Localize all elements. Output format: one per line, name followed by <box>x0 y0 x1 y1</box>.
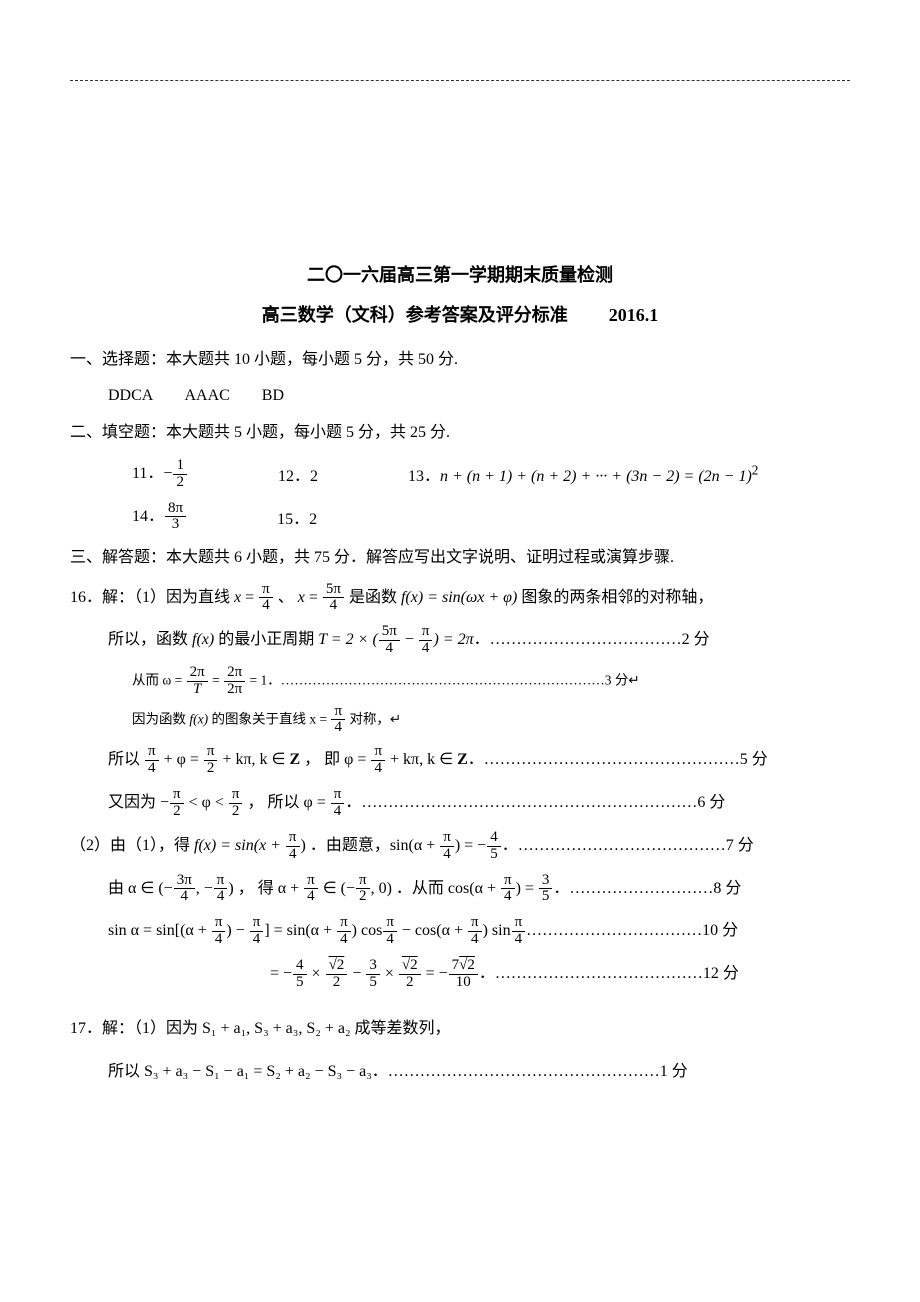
q12: 12．2 <box>278 462 318 486</box>
doc-date: 2016.1 <box>609 305 659 326</box>
q13: 13．n + (n + 1) + (n + 2) + ··· + (3n − 2… <box>408 462 758 486</box>
q11: 11．−12 <box>132 458 188 491</box>
doc-title: 二〇一六届高三第一学期期末质量检测 <box>70 261 850 287</box>
q11-neg: − <box>163 465 172 482</box>
q16-p2-l4: = −45 × √22 − 35 × √22 = −7√210．……………………… <box>70 956 850 993</box>
q16-p2-l2: 由 α ∈ (−3π4, −π4) ， 得 α + π4 ∈ (−π2, 0) … <box>70 871 850 908</box>
q15: 15．2 <box>277 505 317 529</box>
fill-row-2: 14．8π3 15．2 <box>70 501 850 534</box>
subtitle-text: 高三数学（文科）参考答案及评分标准 <box>262 305 568 325</box>
page: 二〇一六届高三第一学期期末质量检测 高三数学（文科）参考答案及评分标准 2016… <box>0 0 920 1302</box>
q14: 14．8π3 <box>132 501 187 534</box>
q11-label: 11． <box>132 465 163 482</box>
fill-row-1: 11．−12 12．2 13．n + (n + 1) + (n + 2) + ·… <box>70 458 850 491</box>
q16-p2-l1: （2）由（1），得 f(x) = sin(x + π4) ．由题意，sin(α … <box>70 828 850 865</box>
q14-frac: 8π3 <box>165 501 186 534</box>
q16-phi2: 又因为 −π2 < φ < π2 ， 所以 φ = π4．……………………………… <box>70 785 850 822</box>
q12-value: 2 <box>310 468 318 485</box>
section3-heading: 三、解答题：本大题共 6 小题，共 75 分．解答应写出文字说明、证明过程或演算… <box>70 543 850 573</box>
section1-answers: DDCA AAAC BD <box>70 381 850 411</box>
q16-period: 所以，函数 f(x) 的最小正周期 T = 2 × (5π4 − π4) = 2… <box>70 622 850 659</box>
q13-label: 13． <box>408 468 440 485</box>
q16-omega: 从而 ω = 2πT = 2π2π = 1．………………………………………………… <box>70 665 850 698</box>
q16-phi1: 所以 π4 + φ = π2 + kπ, k ∈ Z ， 即 φ = π4 + … <box>70 742 850 779</box>
section1-heading: 一、选择题：本大题共 10 小题，每小题 5 分，共 50 分. <box>70 345 850 375</box>
q16-p2-l3: sin α = sin[(α + π4) − π4] = sin(α + π4)… <box>70 913 850 950</box>
q17-l2: 所以 S₃ + a₃ − S₁ − a₁ = S₂ + a₂ − S₃ − a₃… <box>70 1054 850 1091</box>
q15-value: 2 <box>309 511 317 528</box>
q16-opener: 16．解：（1）因为直线 x = π4 、 x = 5π4 是函数 f(x) =… <box>70 580 850 617</box>
q16-symmetry: 因为函数 f(x) 的图象关于直线 x = π4 对称，↵ <box>70 704 850 737</box>
q17-l1: 17．解：（1）因为 S₁ + a₁, S₃ + a₃, S₂ + a₂ 成等差… <box>70 1011 850 1048</box>
q14-label: 14． <box>132 508 164 525</box>
doc-subtitle: 高三数学（文科）参考答案及评分标准 2016.1 <box>70 301 850 327</box>
q13-sup: 2 <box>752 463 759 478</box>
section2-heading: 二、填空题：本大题共 5 小题，每小题 5 分，共 25 分. <box>70 418 850 448</box>
q12-label: 12． <box>278 468 310 485</box>
header-divider <box>70 80 850 81</box>
q11-frac: 12 <box>173 458 187 491</box>
q13-formula: n + (n + 1) + (n + 2) + ··· + (3n − 2) =… <box>440 468 752 485</box>
q15-label: 15． <box>277 511 309 528</box>
